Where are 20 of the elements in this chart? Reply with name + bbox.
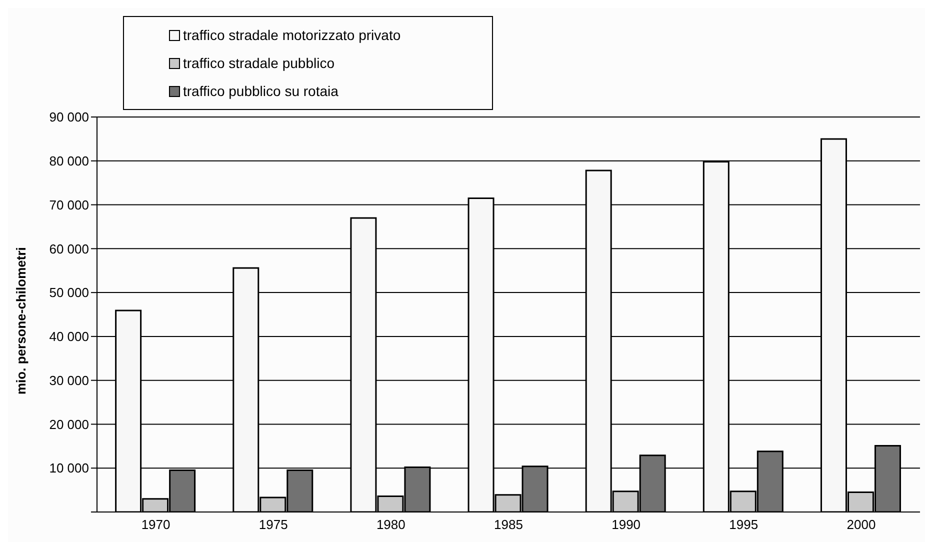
- x-tick-label: 1985: [494, 517, 523, 532]
- x-tick-label: 1980: [376, 517, 406, 532]
- legend-label: traffico stradale pubblico: [183, 55, 334, 71]
- y-tick-label: 40 000: [49, 329, 89, 344]
- y-tick-label: 30 000: [49, 372, 89, 388]
- y-tick-label: 60 000: [49, 241, 89, 256]
- legend-label: traffico pubblico su rotaia: [183, 83, 338, 99]
- y-tick-label: 10 000: [49, 460, 89, 476]
- y-axis-title: mio. persone-chilometri: [14, 247, 29, 394]
- y-tick-label: 90 000: [49, 110, 89, 125]
- y-tick-label: 20 000: [49, 416, 89, 432]
- y-tick-label: 70 000: [49, 197, 89, 212]
- x-tick-label: 1975: [258, 517, 288, 532]
- x-tick-label: 1970: [141, 517, 170, 532]
- y-tick-label: 50 000: [49, 285, 89, 300]
- x-tick-label: 1990: [612, 517, 641, 532]
- y-tick-label: 80 000: [49, 154, 89, 169]
- legend-label: traffico stradale motorizzato privato: [183, 27, 401, 43]
- x-tick-label: 1995: [729, 517, 758, 532]
- x-tick-label: 2000: [846, 517, 876, 532]
